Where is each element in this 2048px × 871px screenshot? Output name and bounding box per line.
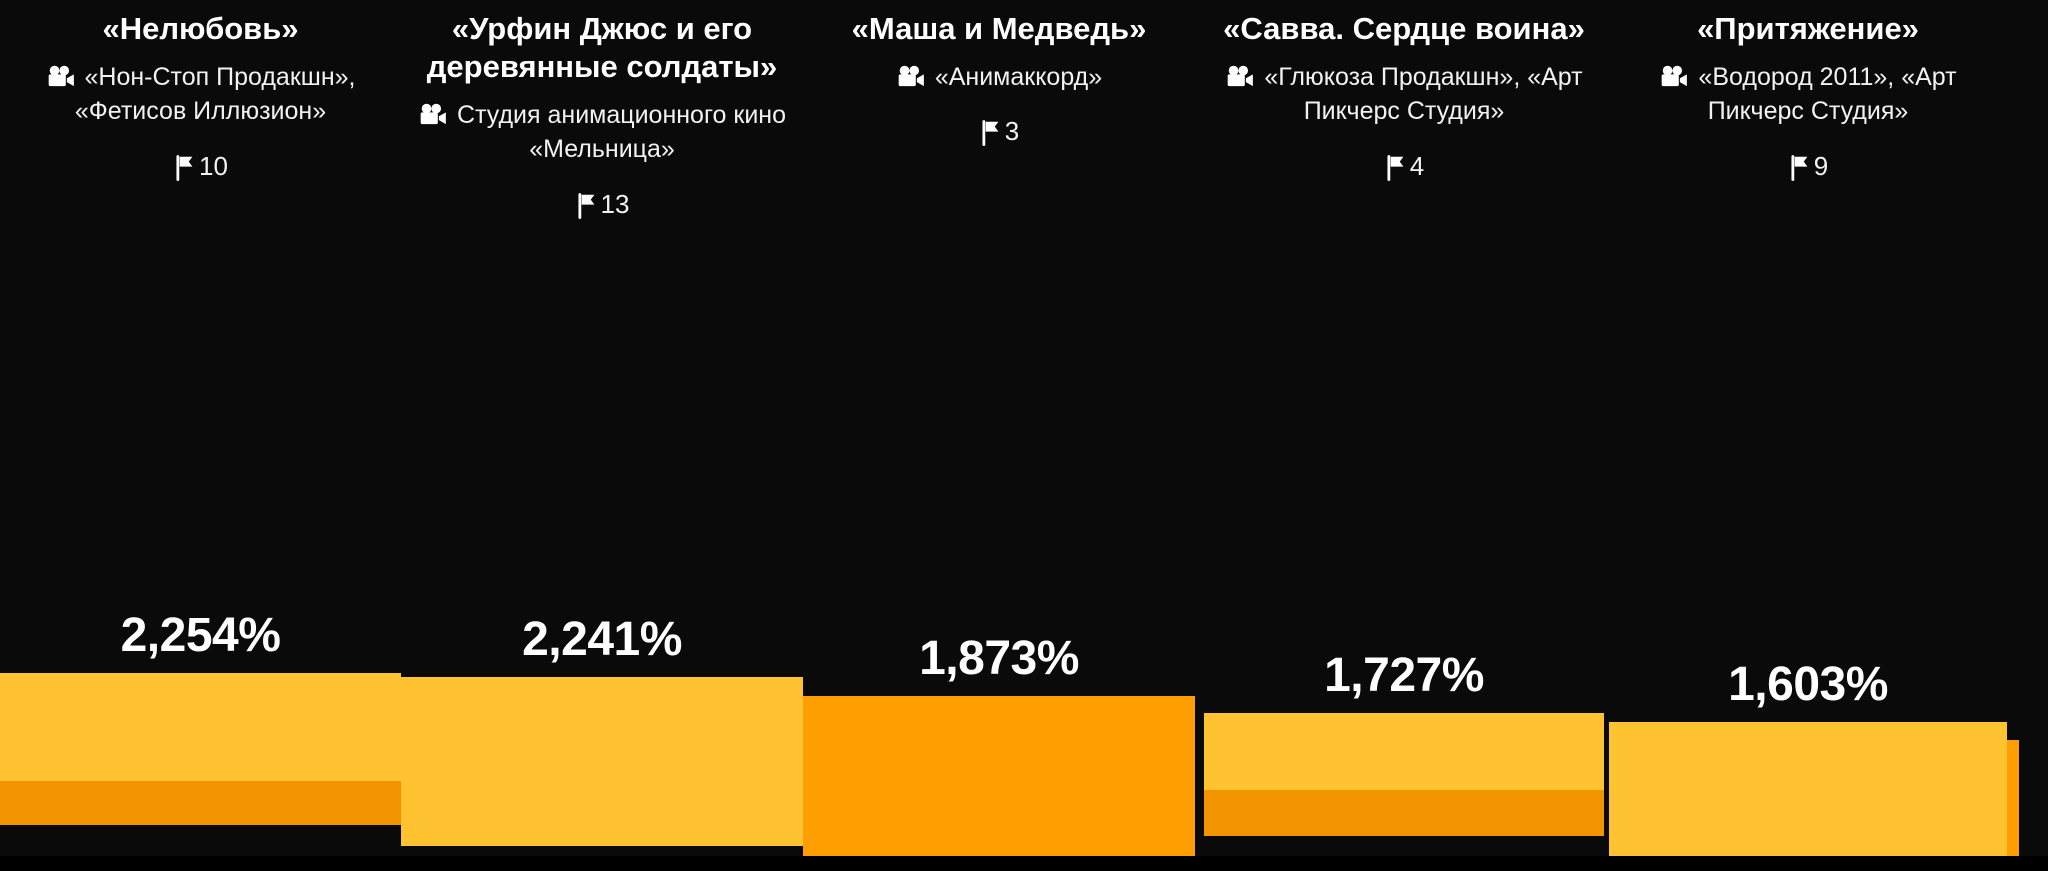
chart-column-header: «Урфин Джюс и его деревянные солдаты» Ст… <box>401 10 803 220</box>
flag-count-value: 3 <box>1004 116 1020 147</box>
studio-name: «Нон-Стоп Продакшн», «Фетисов Иллюзион» <box>74 62 356 126</box>
film-title: «Нелюбовь» <box>102 11 299 46</box>
flag-count: 13 <box>401 189 803 220</box>
studio-name: «Водород 2011», «Арт Пикчерс Студия» <box>1698 62 1957 126</box>
film-title: «Притяжение» <box>1697 11 1919 46</box>
movie-camera-icon <box>46 65 76 89</box>
flag-count: 4 <box>1204 151 1604 182</box>
flag-icon <box>575 192 597 220</box>
studio-name: «Глюкоза Продакшн», «Арт Пикчерс Студия» <box>1264 62 1583 126</box>
bar <box>803 696 1195 856</box>
flag-icon <box>173 154 195 182</box>
studio-line: «Глюкоза Продакшн», «Арт Пикчерс Студия» <box>1210 60 1598 129</box>
studio-line: «Нон-Стоп Продакшн», «Фетисов Иллюзион» <box>6 60 395 129</box>
bar-base-shade <box>0 781 401 825</box>
flag-count: 10 <box>0 151 401 182</box>
bar <box>1609 722 2007 858</box>
bar <box>1204 713 1604 836</box>
value-label: 2,254% <box>120 609 281 662</box>
flag-count-value: 9 <box>1813 150 1829 181</box>
studio-line: Студия анимационного кино «Мельница» <box>407 98 797 167</box>
movie-camera-icon <box>1225 65 1255 89</box>
baseline-strip <box>0 856 2048 871</box>
flag-icon <box>979 119 1001 147</box>
studio-line: «Анимаккорд» <box>809 60 1189 95</box>
flag-count-value: 13 <box>600 188 630 219</box>
chart-column-header: «Нелюбовь» «Нон-Стоп Продакшн», «Фетисов… <box>0 10 401 182</box>
bar <box>401 677 803 846</box>
flag-icon <box>1384 154 1406 182</box>
film-title: «Урфин Джюс и его деревянные солдаты» <box>426 11 778 84</box>
chart-column-header: «Притяжение» «Водород 2011», «Арт Пикчер… <box>1609 10 2007 182</box>
movie-camera-icon <box>1659 65 1689 89</box>
flag-count: 3 <box>803 116 1195 147</box>
flag-count: 9 <box>1609 151 2007 182</box>
chart-column-header: «Савва. Сердце воина» «Глюкоза Продакшн»… <box>1204 10 1604 182</box>
value-label: 1,603% <box>1728 658 1888 711</box>
studio-name: Студия анимационного кино «Мельница» <box>457 100 786 164</box>
flag-count-value: 4 <box>1409 150 1425 181</box>
value-label: 1,727% <box>1324 649 1484 702</box>
chart-column-header: «Маша и Медведь» «Анимаккорд» 3 <box>803 10 1195 147</box>
film-title: «Маша и Медведь» <box>851 11 1147 46</box>
movie-camera-icon <box>896 65 926 89</box>
studio-line: «Водород 2011», «Арт Пикчерс Студия» <box>1615 60 2001 129</box>
bar <box>0 673 401 825</box>
value-label: 1,873% <box>919 632 1079 685</box>
bar-base-shade <box>1204 790 1604 836</box>
value-label: 2,241% <box>522 613 682 666</box>
bar-shade-sliver <box>2007 740 2019 858</box>
studio-name: «Анимаккорд» <box>934 62 1103 91</box>
movie-camera-icon <box>418 103 448 127</box>
film-title: «Савва. Сердце воина» <box>1223 11 1585 46</box>
flag-count-value: 10 <box>199 150 228 181</box>
flag-icon <box>1788 154 1810 182</box>
